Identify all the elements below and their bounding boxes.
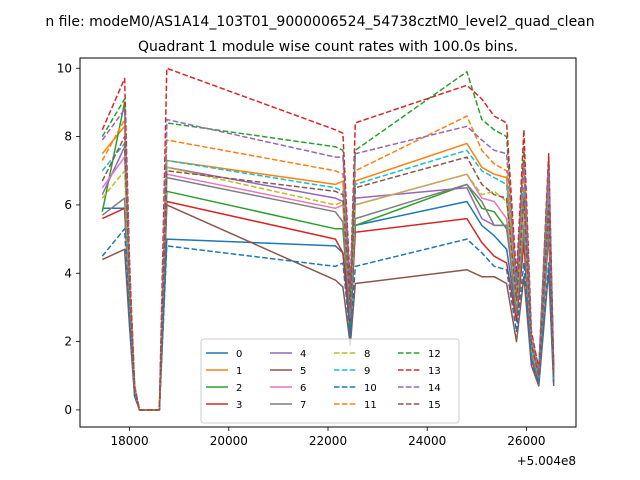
series-line-10 <box>101 228 555 411</box>
figure-suptitle: n file: modeM0/AS1A14_103T01_9000006524_… <box>45 14 594 30</box>
axes-frame <box>79 57 577 428</box>
chart-title: Quadrant 1 module wise count rates with … <box>138 39 518 55</box>
legend-label-3: 3 <box>236 400 242 411</box>
x-tick-label: 18000 <box>111 434 149 448</box>
legend-label-4: 4 <box>300 349 306 360</box>
legend-label-6: 6 <box>300 383 306 394</box>
legend-label-0: 0 <box>236 349 242 360</box>
y-tick-label: 10 <box>57 61 72 75</box>
legend-label-8: 8 <box>364 349 370 360</box>
x-tick-label: 22000 <box>309 434 347 448</box>
legend-label-13: 13 <box>428 366 441 377</box>
legend-box <box>200 338 460 424</box>
y-tick-label: 8 <box>64 130 72 144</box>
y-tick-label: 0 <box>64 403 72 417</box>
legend-label-1: 1 <box>236 366 242 377</box>
x-tick-label: 26000 <box>507 434 545 448</box>
legend-label-12: 12 <box>428 349 441 360</box>
x-offset-label: +5.004e8 <box>517 454 576 468</box>
y-tick-label: 4 <box>64 266 72 280</box>
x-tick-label: 24000 <box>408 434 446 448</box>
legend-label-9: 9 <box>364 366 370 377</box>
legend-label-11: 11 <box>364 400 377 411</box>
x-tick-label: 20000 <box>210 434 248 448</box>
legend-label-7: 7 <box>300 400 306 411</box>
series-line-15 <box>101 135 555 411</box>
legend-label-15: 15 <box>428 400 441 411</box>
legend-label-5: 5 <box>300 366 306 377</box>
legend-label-14: 14 <box>428 383 441 394</box>
legend-label-10: 10 <box>364 383 377 394</box>
y-tick-label: 2 <box>64 335 72 349</box>
legend-label-2: 2 <box>236 383 242 394</box>
plot-area <box>101 67 555 411</box>
y-tick-label: 6 <box>64 198 72 212</box>
